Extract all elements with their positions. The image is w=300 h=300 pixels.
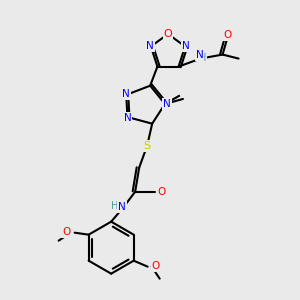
Text: O: O bbox=[152, 261, 160, 271]
Text: N: N bbox=[182, 41, 190, 51]
Text: N: N bbox=[118, 202, 126, 212]
Text: O: O bbox=[224, 30, 232, 40]
Text: H: H bbox=[112, 201, 119, 211]
Text: N: N bbox=[163, 99, 171, 109]
Text: N: N bbox=[196, 50, 203, 60]
Text: N: N bbox=[146, 41, 154, 51]
Text: O: O bbox=[62, 227, 71, 237]
Text: N: N bbox=[124, 112, 131, 123]
Text: O: O bbox=[157, 187, 165, 197]
Text: N: N bbox=[122, 89, 130, 99]
Text: H: H bbox=[199, 52, 206, 63]
Text: O: O bbox=[164, 29, 172, 39]
Text: S: S bbox=[144, 141, 151, 151]
